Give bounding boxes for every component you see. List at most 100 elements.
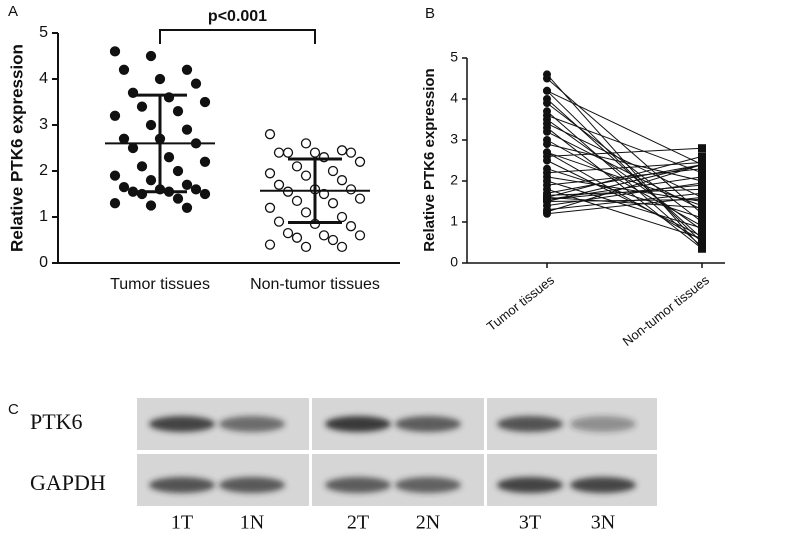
blot-band — [395, 477, 461, 493]
data-point — [273, 147, 285, 158]
data-point — [698, 209, 706, 218]
lane-label: 1T — [171, 512, 193, 534]
pair-line — [546, 155, 703, 198]
x-tick-label: Non-tumor tissues — [620, 272, 713, 349]
data-point — [199, 156, 211, 167]
data-point — [172, 193, 184, 204]
x-tick-label: Tumor tissues — [484, 272, 558, 334]
data-point — [190, 184, 202, 195]
blot-row-label: GAPDH — [30, 470, 106, 495]
blot-band — [149, 416, 215, 432]
data-point — [300, 170, 312, 181]
panel-label: A — [8, 3, 18, 20]
blot-band — [570, 477, 636, 493]
error-bar — [133, 93, 187, 194]
y-tick-label: 1 — [39, 208, 48, 225]
pair-line — [546, 143, 703, 182]
data-point — [327, 165, 339, 177]
data-point — [273, 216, 285, 227]
data-point — [698, 213, 706, 222]
blot-band — [497, 477, 563, 493]
y-tick-label: 2 — [450, 172, 458, 188]
data-point — [181, 64, 193, 75]
lane-label: 3N — [591, 512, 615, 534]
pair-line — [546, 90, 703, 166]
blot-band — [570, 416, 636, 432]
data-point — [145, 175, 157, 186]
data-point — [543, 127, 551, 136]
data-point — [282, 227, 294, 239]
y-tick-label: 0 — [39, 254, 48, 271]
data-point — [309, 147, 321, 158]
significance-bracket — [159, 29, 316, 44]
error-bar — [288, 157, 342, 225]
data-point — [300, 207, 312, 218]
data-point — [543, 156, 551, 165]
data-point — [163, 152, 175, 163]
blot-band — [219, 477, 285, 493]
data-point — [345, 184, 357, 195]
y-tick-label: 3 — [450, 131, 458, 147]
data-point — [145, 200, 157, 211]
x-tick-label: Non-tumor tissues — [250, 276, 380, 293]
y-axis-label: Relative PTK6 expression — [421, 68, 438, 251]
data-point — [336, 241, 348, 253]
panel-label: B — [425, 5, 435, 22]
data-point — [264, 202, 276, 213]
data-point — [698, 172, 706, 181]
pair-line — [546, 98, 703, 239]
blot-band — [149, 477, 215, 493]
lane-label: 3T — [519, 512, 541, 534]
data-point — [327, 198, 339, 209]
blot-row-label: PTK6 — [30, 409, 83, 434]
data-point — [118, 64, 130, 75]
data-point — [698, 193, 706, 202]
data-point — [145, 50, 157, 62]
data-point — [336, 211, 348, 223]
data-point — [354, 230, 366, 241]
lane-label: 2T — [347, 512, 369, 534]
pair-line — [546, 164, 703, 213]
pair-line — [546, 176, 703, 202]
pair-line — [546, 74, 703, 249]
data-point — [181, 202, 193, 213]
data-point — [336, 175, 348, 186]
data-point — [698, 244, 706, 253]
data-point — [543, 86, 551, 95]
pair-line — [546, 123, 703, 198]
data-point — [698, 160, 706, 169]
data-point — [698, 185, 706, 194]
y-tick-label: 5 — [39, 24, 48, 41]
data-point — [327, 234, 339, 246]
pair-line — [546, 160, 703, 237]
data-point — [109, 170, 121, 181]
pair-line — [546, 164, 703, 202]
data-point — [109, 46, 121, 57]
y-tick-label: 4 — [39, 70, 48, 87]
data-point — [698, 152, 706, 161]
data-point — [190, 78, 202, 89]
data-point — [172, 165, 184, 177]
pair-line — [546, 162, 703, 174]
pair-line — [546, 196, 703, 215]
data-point — [698, 164, 706, 173]
pair-line — [546, 90, 703, 243]
data-point — [199, 96, 211, 108]
pair-line — [546, 192, 703, 211]
pair-line — [546, 168, 703, 219]
y-tick-label: 1 — [450, 213, 458, 229]
data-point — [698, 168, 706, 177]
data-point — [127, 142, 139, 154]
y-tick-label: 5 — [450, 49, 458, 65]
pair-line — [546, 78, 703, 215]
blot-band — [325, 477, 391, 493]
data-point — [345, 221, 357, 232]
data-point — [698, 189, 706, 198]
data-point — [181, 179, 193, 190]
data-point — [199, 188, 211, 200]
data-point — [291, 232, 303, 243]
pair-line — [546, 147, 703, 157]
blot-band — [395, 416, 461, 432]
